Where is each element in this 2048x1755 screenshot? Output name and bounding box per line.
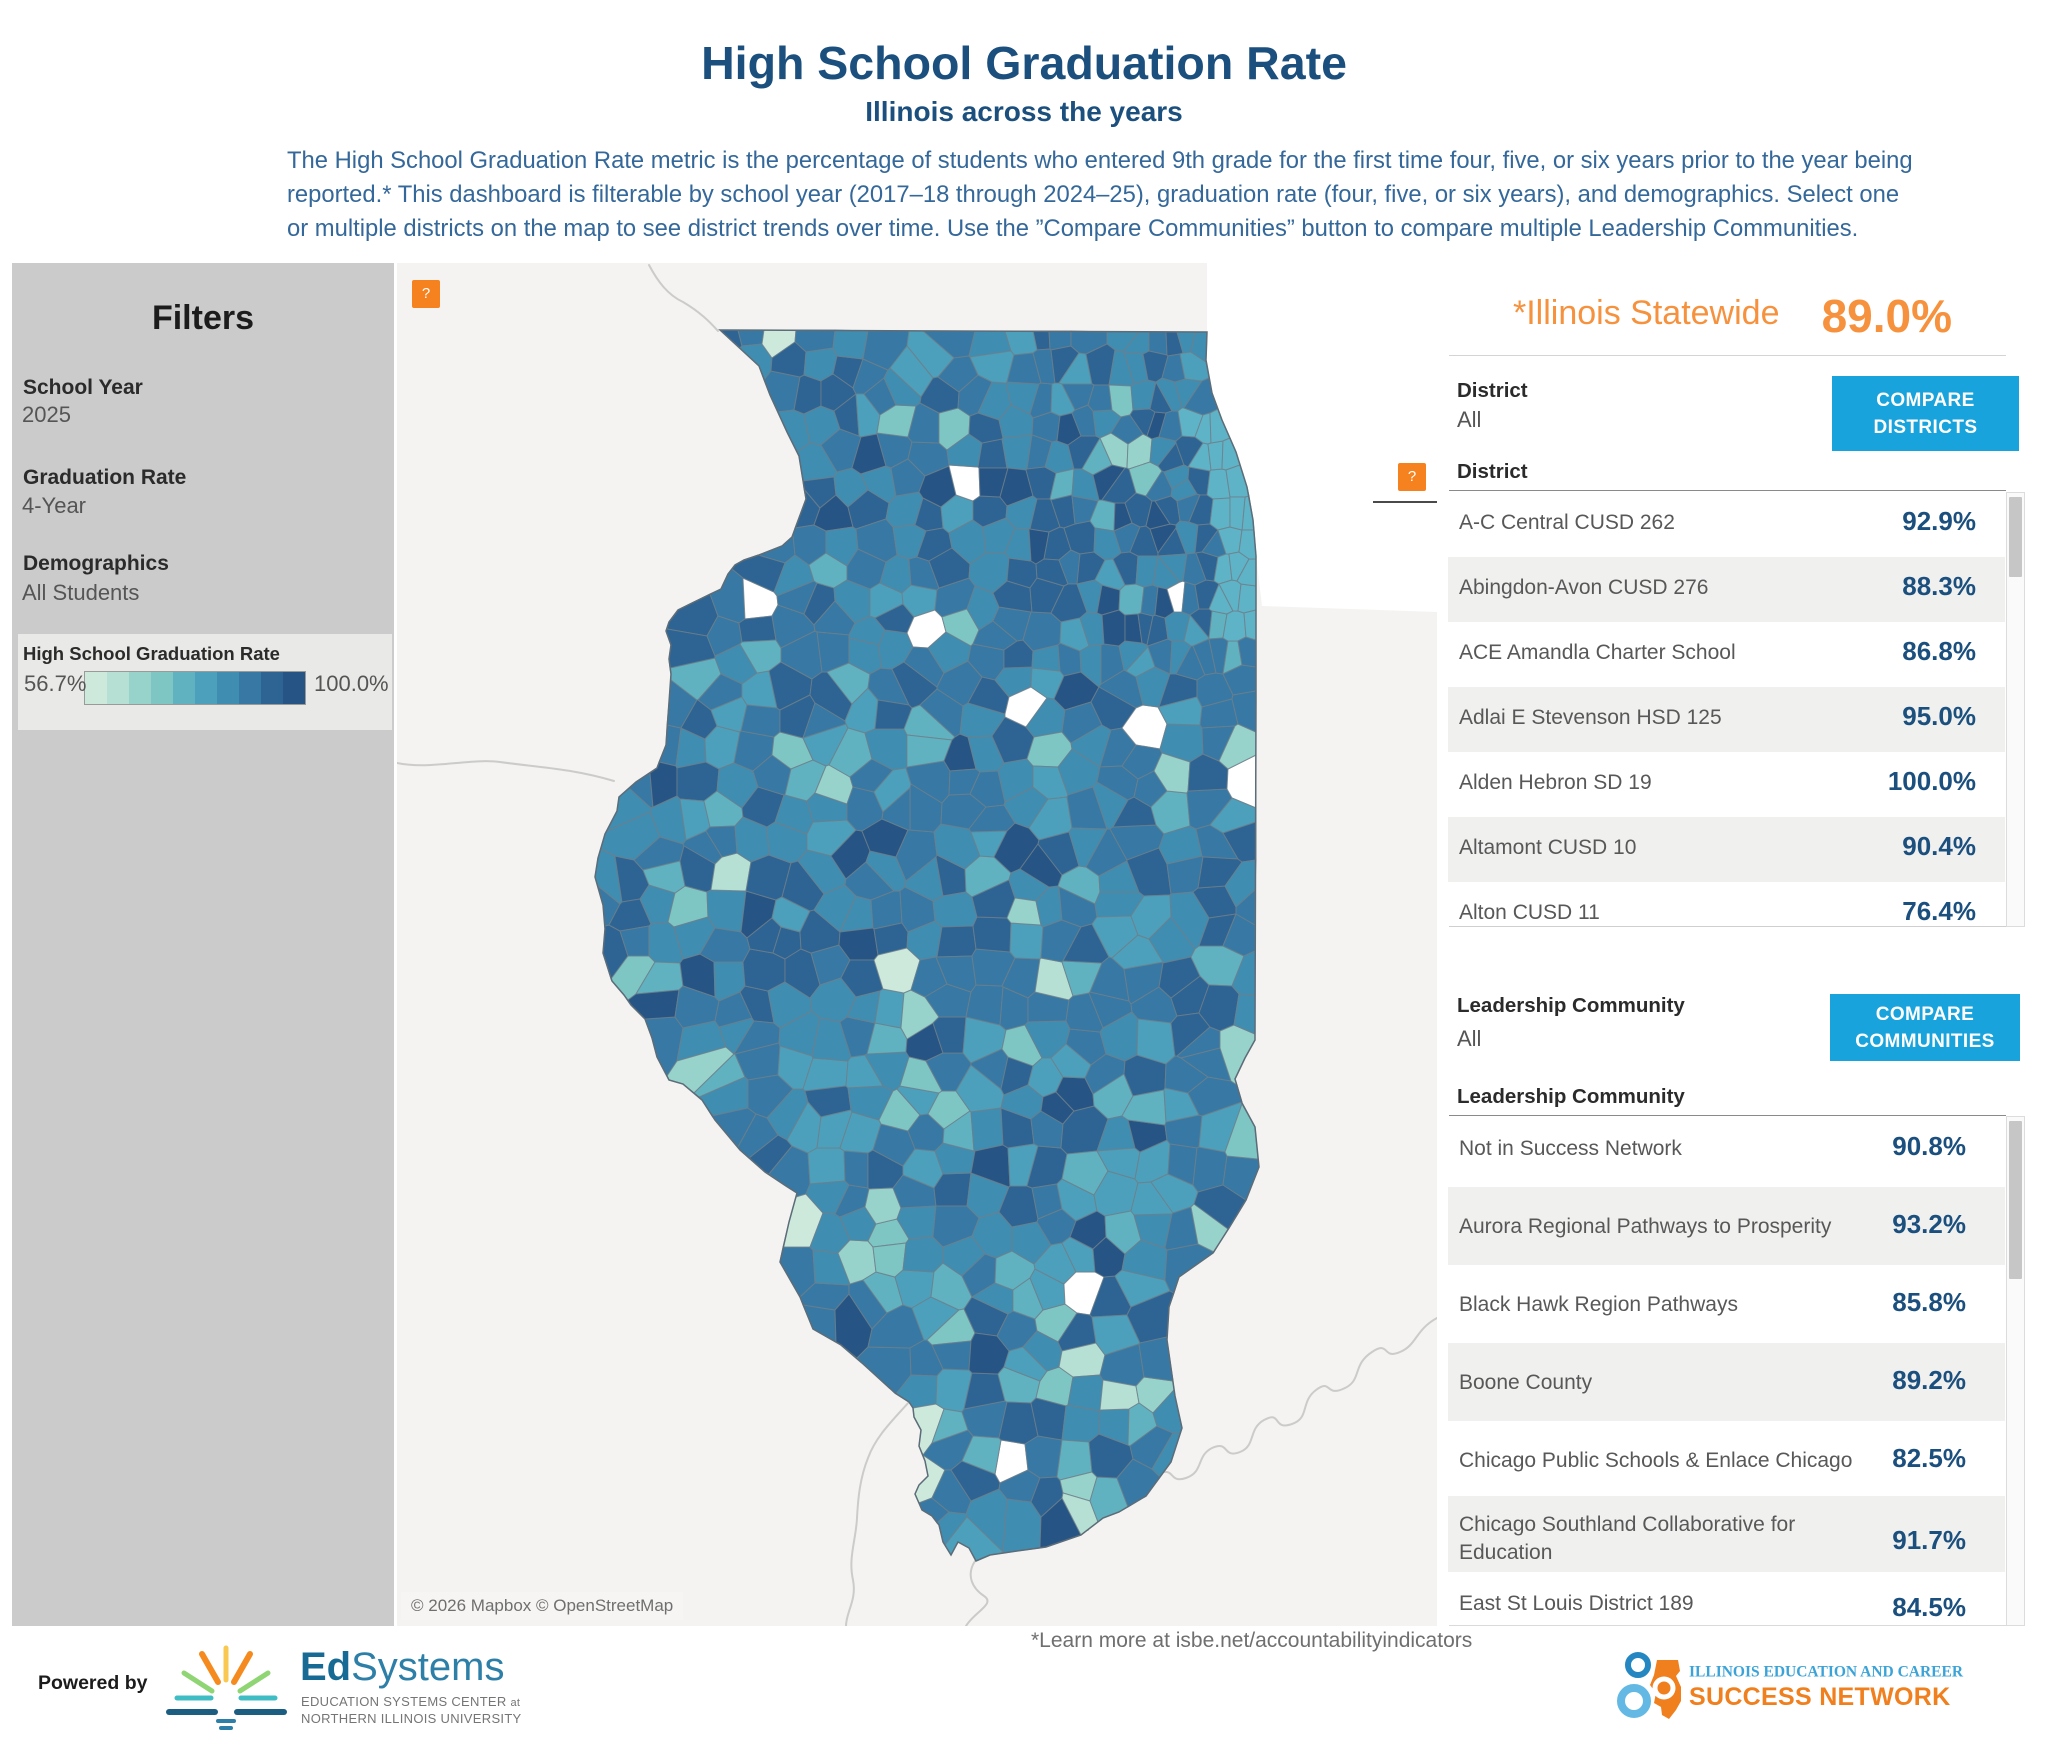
svg-text:SUCCESS NETWORK: SUCCESS NETWORK	[1689, 1683, 1950, 1711]
svg-text:ILLINOIS EDUCATION AND CAREER: ILLINOIS EDUCATION AND CAREER	[1689, 1664, 1964, 1681]
svg-text:EdSystems: EdSystems	[300, 1645, 504, 1689]
svg-text:EDUCATION SYSTEMS CENTER at: EDUCATION SYSTEMS CENTER at	[301, 1694, 520, 1709]
svg-text:NORTHERN ILLINOIS UNIVERSITY: NORTHERN ILLINOIS UNIVERSITY	[301, 1711, 522, 1726]
